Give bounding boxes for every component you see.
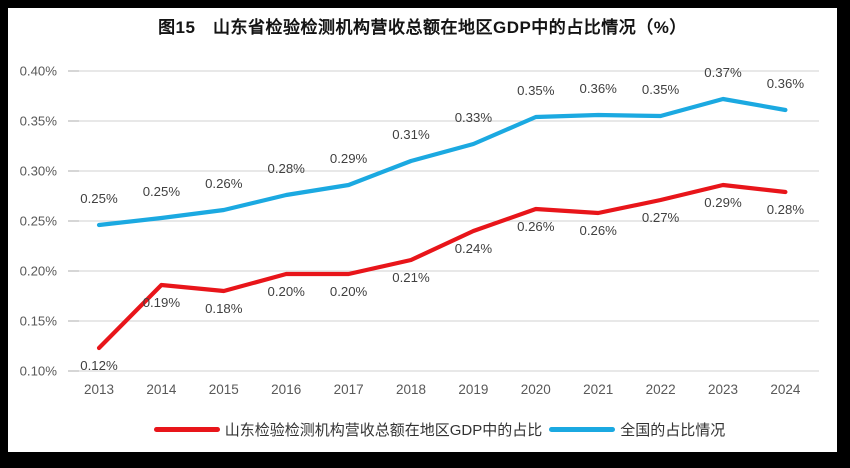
series-line <box>96 96 788 228</box>
data-label: 0.36% <box>579 81 617 96</box>
data-label: 0.26% <box>205 176 243 191</box>
data-label: 0.18% <box>205 301 243 316</box>
data-label: 0.26% <box>517 219 555 234</box>
data-label: 0.28% <box>267 161 305 176</box>
data-label: 0.37% <box>704 65 742 80</box>
legend-swatch-icon <box>153 427 220 432</box>
data-label: 0.36% <box>767 76 805 91</box>
x-axis-label: 2014 <box>146 382 177 397</box>
y-axis-label: 0.20% <box>20 264 58 279</box>
x-axis-label: 2017 <box>334 382 364 397</box>
legend-item-1: 山东检验检测机构营收总额在地区GDP中的占比 <box>153 419 543 440</box>
y-axis-label: 0.15% <box>20 314 58 329</box>
data-label: 0.25% <box>143 184 181 199</box>
chart-title: 图15 山东省检验检测机构营收总额在地区GDP中的占比情况（%） <box>158 18 687 37</box>
chart-panel <box>8 8 837 452</box>
data-label: 0.19% <box>143 295 181 310</box>
x-axis-label: 2021 <box>583 382 613 397</box>
series-line <box>96 182 788 351</box>
legend-label: 山东检验检测机构营收总额在地区GDP中的占比 <box>224 422 543 439</box>
chart-legend: 山东检验检测机构营收总额在地区GDP中的占比 全国的占比情况 <box>8 419 837 440</box>
data-label: 0.25% <box>80 191 118 206</box>
data-label: 0.35% <box>517 83 555 98</box>
x-axis-label: 2015 <box>209 382 239 397</box>
data-label: 0.20% <box>267 284 305 299</box>
x-axis-label: 2024 <box>770 382 801 397</box>
x-axis-label: 2020 <box>521 382 551 397</box>
legend-label: 全国的占比情况 <box>620 422 726 439</box>
data-label: 0.29% <box>330 151 368 166</box>
data-label: 0.33% <box>455 110 493 125</box>
data-label: 0.29% <box>704 195 742 210</box>
y-axis-label: 0.25% <box>20 214 58 229</box>
data-label: 0.21% <box>392 270 430 285</box>
y-axis-label: 0.30% <box>20 164 58 179</box>
y-axis-label: 0.40% <box>20 64 58 79</box>
x-axis-label: 2013 <box>84 382 114 397</box>
data-label: 0.31% <box>392 127 430 142</box>
data-label: 0.26% <box>579 223 617 238</box>
data-label: 0.35% <box>642 82 680 97</box>
x-axis-label: 2022 <box>646 382 676 397</box>
legend-item-2: 全国的占比情况 <box>549 419 725 440</box>
y-axis-label: 0.35% <box>20 114 58 129</box>
data-label: 0.24% <box>455 241 493 256</box>
x-axis-label: 2016 <box>271 382 301 397</box>
data-label: 0.12% <box>80 358 118 373</box>
data-label: 0.20% <box>330 284 368 299</box>
x-axis-label: 2018 <box>396 382 426 397</box>
y-axis-label: 0.10% <box>20 364 58 379</box>
data-label: 0.27% <box>642 210 680 225</box>
x-axis-label: 2019 <box>458 382 488 397</box>
x-axis-label: 2023 <box>708 382 738 397</box>
data-label: 0.28% <box>767 202 805 217</box>
legend-swatch-icon <box>549 427 616 432</box>
